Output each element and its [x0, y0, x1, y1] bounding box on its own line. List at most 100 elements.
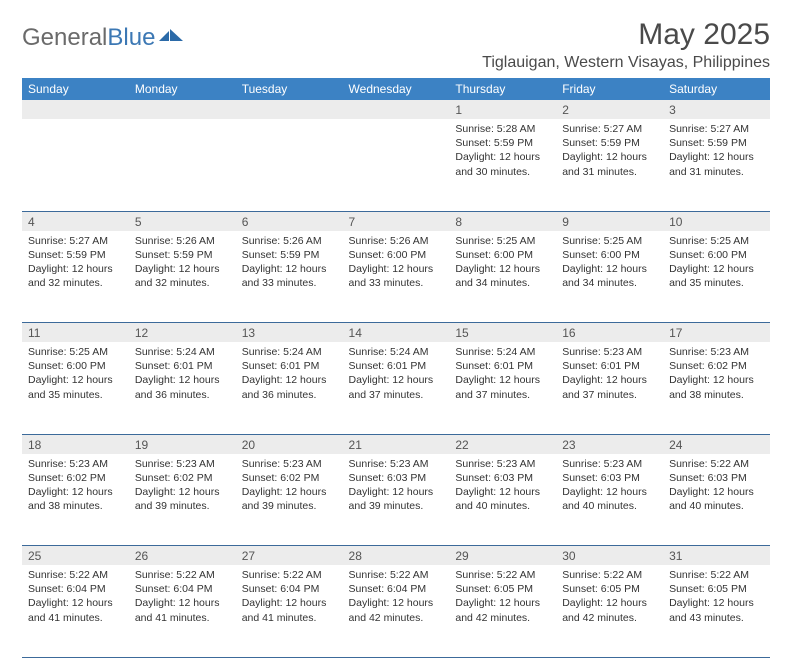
sunrise-line: Sunrise: 5:26 AM: [349, 234, 444, 248]
logo: GeneralBlue: [22, 18, 185, 52]
day-number-cell: 29: [449, 546, 556, 566]
day-body-cell: Sunrise: 5:27 AMSunset: 5:59 PMDaylight:…: [556, 119, 663, 211]
daylight-line: Daylight: 12 hours and 36 minutes.: [242, 373, 337, 401]
day-number-row: 18192021222324: [22, 434, 770, 454]
daylight-line: Daylight: 12 hours and 35 minutes.: [669, 262, 764, 290]
sunset-line: Sunset: 6:01 PM: [562, 359, 657, 373]
day-number-cell: 13: [236, 323, 343, 343]
sunset-line: Sunset: 6:02 PM: [28, 471, 123, 485]
day-body-cell: [343, 119, 450, 211]
day-number-cell: 1: [449, 100, 556, 119]
day-number-row: 45678910: [22, 211, 770, 231]
sunset-line: Sunset: 6:02 PM: [669, 359, 764, 373]
sunset-line: Sunset: 6:00 PM: [28, 359, 123, 373]
day-number-cell: 24: [663, 434, 770, 454]
sunset-line: Sunset: 6:01 PM: [455, 359, 550, 373]
day-number-cell: 16: [556, 323, 663, 343]
daylight-line: Daylight: 12 hours and 42 minutes.: [349, 596, 444, 624]
day-number-cell: 2: [556, 100, 663, 119]
sunset-line: Sunset: 6:03 PM: [455, 471, 550, 485]
sunset-line: Sunset: 6:00 PM: [349, 248, 444, 262]
daylight-line: Daylight: 12 hours and 42 minutes.: [455, 596, 550, 624]
sunset-line: Sunset: 6:04 PM: [28, 582, 123, 596]
sunset-line: Sunset: 6:03 PM: [349, 471, 444, 485]
day-body-cell: Sunrise: 5:23 AMSunset: 6:02 PMDaylight:…: [236, 454, 343, 546]
weekday-header: Tuesday: [236, 78, 343, 100]
sunrise-line: Sunrise: 5:23 AM: [242, 457, 337, 471]
day-body-cell: Sunrise: 5:28 AMSunset: 5:59 PMDaylight:…: [449, 119, 556, 211]
sunrise-line: Sunrise: 5:23 AM: [349, 457, 444, 471]
day-number-cell: 25: [22, 546, 129, 566]
sunset-line: Sunset: 5:59 PM: [455, 136, 550, 150]
daylight-line: Daylight: 12 hours and 41 minutes.: [135, 596, 230, 624]
sunset-line: Sunset: 6:04 PM: [242, 582, 337, 596]
day-number-cell: [236, 100, 343, 119]
sunrise-line: Sunrise: 5:24 AM: [242, 345, 337, 359]
sunset-line: Sunset: 5:59 PM: [669, 136, 764, 150]
calendar-table: Sunday Monday Tuesday Wednesday Thursday…: [22, 78, 770, 658]
logo-text-gray: General: [22, 24, 107, 52]
day-body-cell: Sunrise: 5:26 AMSunset: 5:59 PMDaylight:…: [236, 231, 343, 323]
sunrise-line: Sunrise: 5:23 AM: [669, 345, 764, 359]
day-body-cell: Sunrise: 5:23 AMSunset: 6:03 PMDaylight:…: [556, 454, 663, 546]
weekday-header: Wednesday: [343, 78, 450, 100]
daylight-line: Daylight: 12 hours and 39 minutes.: [242, 485, 337, 513]
day-number-row: 25262728293031: [22, 546, 770, 566]
sunset-line: Sunset: 5:59 PM: [562, 136, 657, 150]
sunrise-line: Sunrise: 5:23 AM: [562, 345, 657, 359]
day-number-cell: 28: [343, 546, 450, 566]
sunrise-line: Sunrise: 5:23 AM: [135, 457, 230, 471]
weekday-header: Thursday: [449, 78, 556, 100]
daylight-line: Daylight: 12 hours and 42 minutes.: [562, 596, 657, 624]
day-body-cell: Sunrise: 5:24 AMSunset: 6:01 PMDaylight:…: [343, 342, 450, 434]
sunrise-line: Sunrise: 5:22 AM: [669, 457, 764, 471]
day-body-cell: Sunrise: 5:23 AMSunset: 6:03 PMDaylight:…: [449, 454, 556, 546]
sunset-line: Sunset: 6:00 PM: [669, 248, 764, 262]
sunset-line: Sunset: 6:04 PM: [135, 582, 230, 596]
daylight-line: Daylight: 12 hours and 35 minutes.: [28, 373, 123, 401]
daylight-line: Daylight: 12 hours and 38 minutes.: [28, 485, 123, 513]
day-body-cell: Sunrise: 5:23 AMSunset: 6:02 PMDaylight:…: [22, 454, 129, 546]
sunset-line: Sunset: 6:04 PM: [349, 582, 444, 596]
sunrise-line: Sunrise: 5:25 AM: [455, 234, 550, 248]
day-number-cell: [22, 100, 129, 119]
day-number-cell: 7: [343, 211, 450, 231]
daylight-line: Daylight: 12 hours and 43 minutes.: [669, 596, 764, 624]
sunrise-line: Sunrise: 5:26 AM: [135, 234, 230, 248]
day-number-cell: 5: [129, 211, 236, 231]
day-body-row: Sunrise: 5:22 AMSunset: 6:04 PMDaylight:…: [22, 565, 770, 657]
weekday-header-row: Sunday Monday Tuesday Wednesday Thursday…: [22, 78, 770, 100]
day-number-row: 11121314151617: [22, 323, 770, 343]
day-number-cell: 8: [449, 211, 556, 231]
day-number-cell: 14: [343, 323, 450, 343]
day-body-cell: Sunrise: 5:22 AMSunset: 6:04 PMDaylight:…: [236, 565, 343, 657]
day-body-cell: Sunrise: 5:22 AMSunset: 6:05 PMDaylight:…: [556, 565, 663, 657]
sunrise-line: Sunrise: 5:22 AM: [669, 568, 764, 582]
day-number-cell: 19: [129, 434, 236, 454]
sunrise-line: Sunrise: 5:23 AM: [562, 457, 657, 471]
sunset-line: Sunset: 6:05 PM: [562, 582, 657, 596]
sunset-line: Sunset: 6:03 PM: [669, 471, 764, 485]
day-number-cell: 22: [449, 434, 556, 454]
day-number-cell: 15: [449, 323, 556, 343]
sunset-line: Sunset: 5:59 PM: [28, 248, 123, 262]
day-body-cell: Sunrise: 5:25 AMSunset: 6:00 PMDaylight:…: [556, 231, 663, 323]
daylight-line: Daylight: 12 hours and 37 minutes.: [455, 373, 550, 401]
weekday-header: Friday: [556, 78, 663, 100]
day-body-cell: Sunrise: 5:22 AMSunset: 6:04 PMDaylight:…: [343, 565, 450, 657]
sunset-line: Sunset: 6:02 PM: [135, 471, 230, 485]
sunset-line: Sunset: 6:02 PM: [242, 471, 337, 485]
day-number-cell: 10: [663, 211, 770, 231]
sunrise-line: Sunrise: 5:24 AM: [349, 345, 444, 359]
sunset-line: Sunset: 6:00 PM: [562, 248, 657, 262]
day-body-row: Sunrise: 5:28 AMSunset: 5:59 PMDaylight:…: [22, 119, 770, 211]
daylight-line: Daylight: 12 hours and 32 minutes.: [135, 262, 230, 290]
sunset-line: Sunset: 6:01 PM: [242, 359, 337, 373]
daylight-line: Daylight: 12 hours and 39 minutes.: [135, 485, 230, 513]
day-number-cell: [343, 100, 450, 119]
sunrise-line: Sunrise: 5:22 AM: [455, 568, 550, 582]
sunset-line: Sunset: 6:00 PM: [455, 248, 550, 262]
day-number-cell: 6: [236, 211, 343, 231]
sunrise-line: Sunrise: 5:27 AM: [562, 122, 657, 136]
day-body-cell: Sunrise: 5:25 AMSunset: 6:00 PMDaylight:…: [663, 231, 770, 323]
